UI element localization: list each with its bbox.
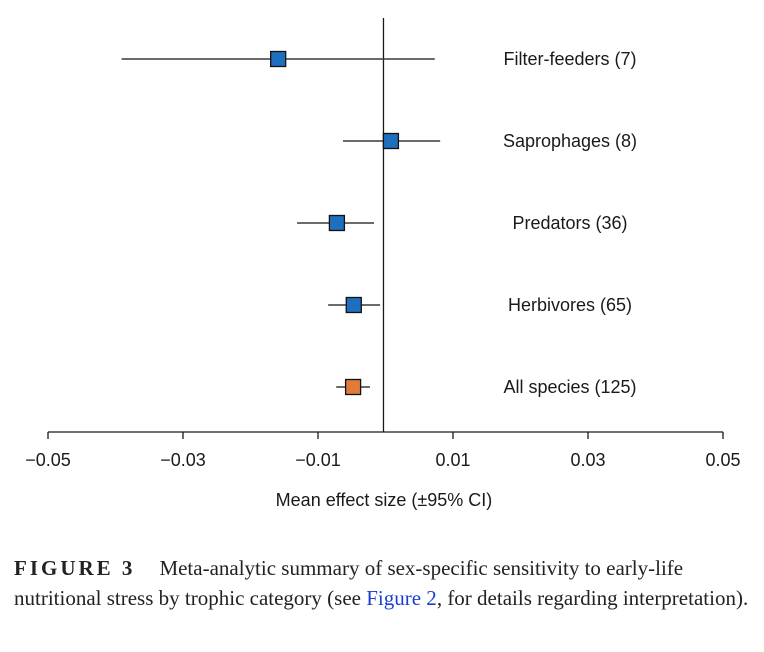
mean-marker (345, 296, 362, 314)
caption-text-end: , for details regarding interpretation). (436, 586, 749, 610)
caption-figure-label: FIGURE 3 (14, 556, 136, 580)
category-label: Saprophages (8) (503, 131, 637, 151)
forest-plot: Filter-feeders (7) Saprophages (8) Predato… (25, 18, 741, 510)
mean-marker (328, 214, 346, 232)
x-tick-label: 0.05 (705, 450, 740, 470)
caption-figure-link[interactable]: Figure 2 (366, 586, 437, 610)
category-label: Filter-feeders (7) (503, 49, 636, 69)
mean-marker (344, 378, 362, 396)
x-tick-label: −0.05 (25, 450, 71, 470)
category-label: All species (125) (503, 377, 636, 397)
mean-marker (270, 50, 287, 68)
figure-caption: FIGURE 3 Meta-analytic summary of sex-spe… (14, 553, 754, 613)
plot-area: Filter-feeders (7) Saprophages (8) Predato… (121, 18, 637, 432)
mean-marker (382, 132, 400, 150)
category-label: Herbivores (65) (508, 295, 632, 315)
x-tick-label: 0.03 (570, 450, 605, 470)
category-label: Predators (36) (512, 213, 627, 233)
caption-text: Meta-analytic summary of sex-specific se… (14, 556, 684, 610)
x-axis: −0.05 −0.03 −0.01 0.01 0.03 0.05 (25, 431, 741, 470)
x-tick-label: 0.01 (435, 450, 470, 470)
x-axis-title: Mean effect size (±95% CI) (276, 490, 493, 510)
x-tick-label: −0.01 (295, 450, 341, 470)
x-tick-label: −0.03 (160, 450, 206, 470)
